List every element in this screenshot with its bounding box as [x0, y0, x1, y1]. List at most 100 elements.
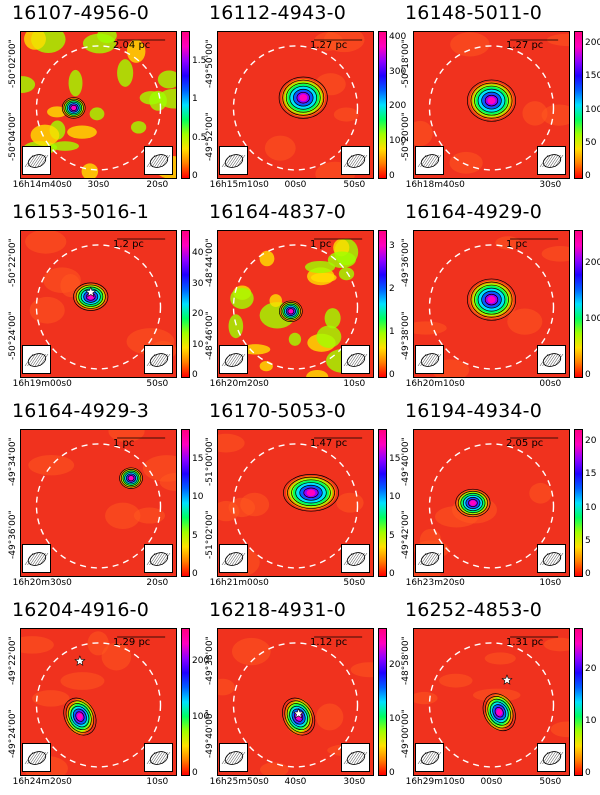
y-tick-label: -49°38'00" — [205, 635, 215, 685]
y-tick-label: -48°46'00" — [205, 310, 215, 360]
beam-hatch — [542, 751, 551, 765]
x-tick-label: 30s0 — [343, 777, 366, 787]
beam-ellipse — [149, 552, 169, 566]
contour-line — [283, 474, 339, 512]
beam-hatch — [221, 353, 231, 367]
noise-blob — [228, 314, 244, 339]
beam-hatch — [37, 751, 46, 765]
colorbar-tick-label: 30 — [192, 278, 204, 289]
colorbar-tick-label: 20 — [389, 659, 401, 670]
beam-hatch — [542, 154, 551, 168]
noise-blob — [338, 267, 355, 281]
beam-hatch — [542, 552, 551, 566]
contour-line — [289, 85, 318, 110]
beam-box-left — [415, 743, 444, 772]
beam-hatch — [427, 751, 437, 765]
contour-line — [455, 488, 491, 518]
contour-line — [466, 79, 516, 122]
source-fill — [128, 475, 134, 481]
beam-hatch — [161, 353, 171, 367]
y-tick-label: -49°34'00" — [8, 436, 18, 486]
beam-hatch — [417, 353, 427, 367]
source-fill — [77, 713, 83, 721]
beam-hatch — [221, 154, 231, 168]
colorbar — [574, 230, 583, 378]
contour-line — [127, 475, 135, 482]
colorbar-tick-label: 300 — [389, 66, 407, 77]
colorbar-tick-label: 15 — [585, 469, 597, 480]
colorbar — [181, 628, 190, 776]
background-patch — [449, 151, 483, 174]
beam-ellipse — [149, 154, 169, 168]
beam-hatch — [420, 353, 429, 367]
star-marker — [74, 655, 86, 666]
contour-line — [287, 476, 335, 509]
beam-hatch — [154, 353, 163, 367]
y-tick-label: -49°24'00" — [8, 708, 18, 758]
beam-hatch — [146, 751, 156, 765]
colorbar-tick-label: 2 — [389, 284, 395, 295]
source-fill — [71, 105, 77, 111]
aperture-circle — [428, 443, 555, 569]
beam-hatch — [356, 353, 365, 367]
contour-line — [65, 700, 95, 733]
beam-hatch — [37, 353, 46, 367]
contour-line — [481, 290, 502, 309]
beam-hatch — [422, 552, 432, 566]
beam-hatch — [226, 154, 236, 168]
beam-hatch — [425, 154, 434, 168]
contour-line — [122, 470, 140, 486]
beam-hatch — [420, 552, 429, 566]
background-patch — [218, 433, 245, 453]
contour-line — [282, 697, 316, 736]
beam-hatch — [37, 552, 46, 566]
beam-hatch — [154, 154, 163, 168]
contour-line — [494, 707, 504, 718]
panel-title: 16218-4931-0 — [209, 599, 346, 621]
beam-hatch — [161, 751, 171, 765]
beam-hatch — [554, 154, 564, 168]
beam-box-right — [341, 544, 370, 573]
colorbar-tick-label: 10 — [585, 715, 597, 726]
beam-hatch — [226, 751, 236, 765]
background-patch — [29, 296, 65, 324]
beam-hatch — [151, 751, 161, 765]
beam-hatch — [149, 552, 158, 566]
colorbar-tick-label: 5 — [389, 530, 395, 541]
beam-hatch — [236, 552, 246, 566]
colorbar-tick-label: 1 — [192, 94, 198, 105]
beam-hatch — [343, 552, 353, 566]
colorbar-tick-label: 0 — [585, 569, 591, 579]
emission-map — [218, 636, 373, 775]
beam-hatch — [343, 154, 353, 168]
x-tick-label: 20s0 — [146, 578, 169, 588]
colorbar-tick-label: 0 — [192, 768, 198, 778]
scale-bar-label: 1 pc — [506, 239, 528, 250]
colorbar — [378, 628, 387, 776]
colorbar-tick-label: 20 — [192, 309, 204, 320]
star-marker — [293, 707, 305, 719]
beam-hatch — [432, 154, 442, 168]
beam-hatch — [32, 552, 41, 566]
y-tick-label: -49°00'00" — [401, 708, 411, 758]
background-patch — [439, 673, 473, 688]
colorbar-tick-label: 50 — [585, 137, 597, 148]
beam-hatch — [161, 154, 171, 168]
x-tick-label: 40s0 — [284, 777, 307, 787]
contour-line — [296, 91, 310, 104]
beam-ellipse — [149, 353, 169, 367]
contour-line — [468, 499, 478, 507]
beam-hatch — [234, 353, 243, 367]
contour-line — [126, 473, 137, 483]
beam-hatch — [146, 552, 156, 566]
beam-hatch — [34, 154, 44, 168]
beam-hatch — [348, 154, 358, 168]
beam-hatch — [544, 353, 554, 367]
colorbar-tick-label: 15 — [192, 453, 204, 464]
beam-hatch — [358, 353, 368, 367]
beam-box-right — [144, 544, 173, 573]
beam-hatch — [27, 552, 36, 566]
background-patch — [414, 691, 438, 705]
beam-hatch — [549, 552, 559, 566]
